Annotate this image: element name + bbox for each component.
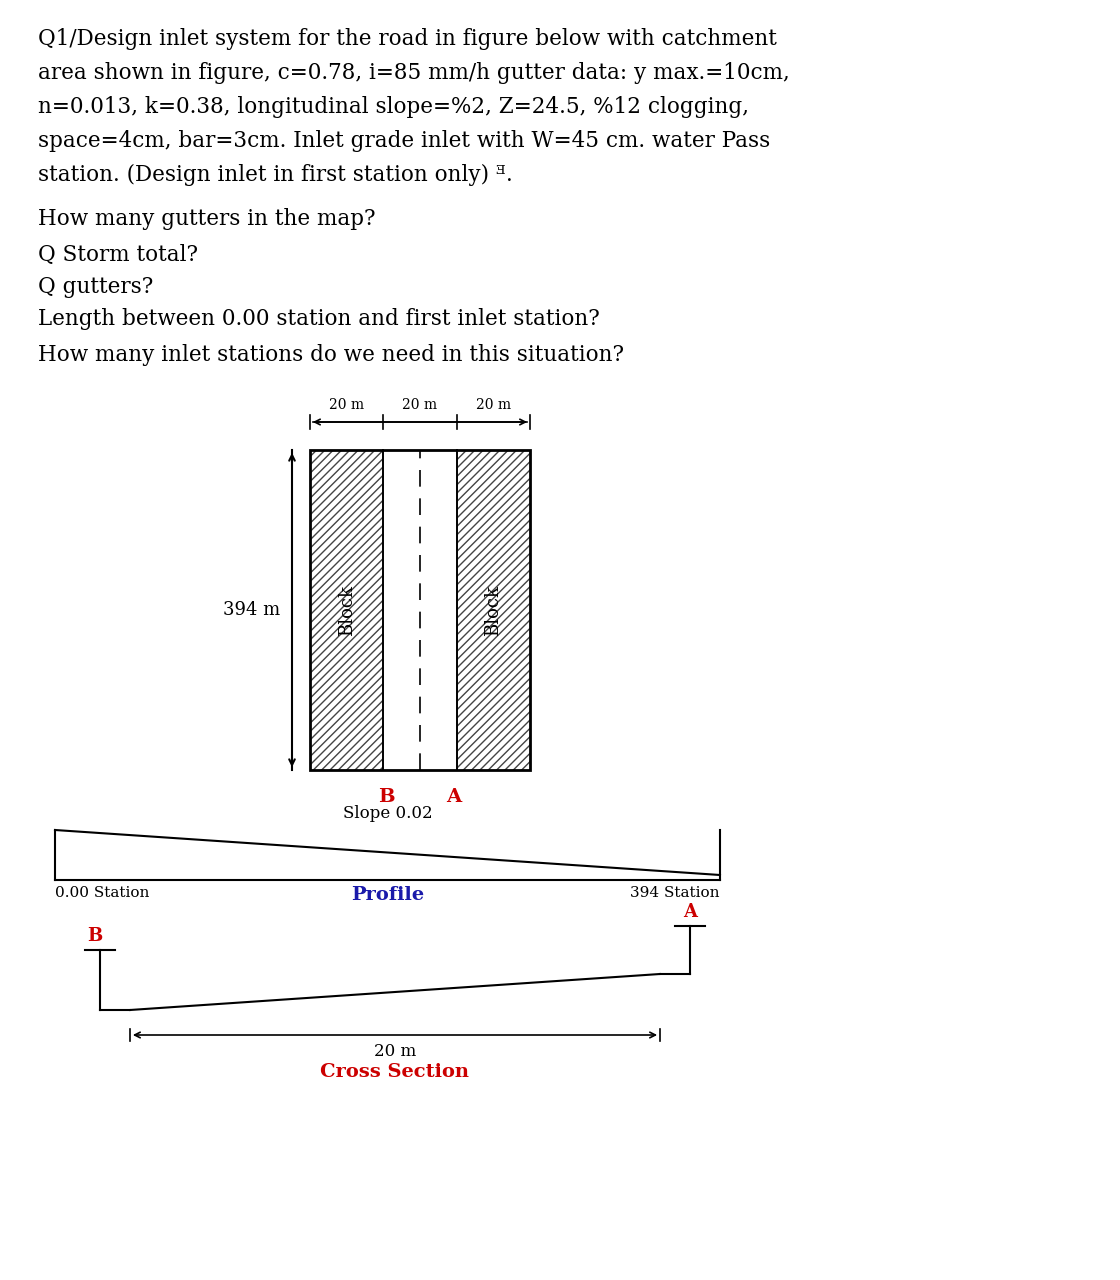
Text: Q Storm total?: Q Storm total?: [38, 244, 198, 266]
Text: 20 m: 20 m: [329, 398, 364, 412]
Text: Length between 0.00 station and first inlet station?: Length between 0.00 station and first in…: [38, 308, 599, 330]
Text: B: B: [379, 788, 394, 806]
Bar: [457, 451, 530, 771]
Text: 394 Station: 394 Station: [631, 886, 720, 900]
Text: Q gutters?: Q gutters?: [38, 276, 153, 298]
Bar: [310, 451, 530, 771]
Text: How many gutters in the map?: How many gutters in the map?: [38, 207, 375, 230]
Text: 20 m: 20 m: [374, 1043, 417, 1060]
Text: n=0.013, k=0.38, longitudinal slope=%2, Z=24.5, %12 clogging,: n=0.013, k=0.38, longitudinal slope=%2, …: [38, 96, 749, 118]
Text: 0.00 Station: 0.00 Station: [55, 886, 149, 900]
Text: space=4cm, bar=3cm. Inlet grade inlet with W=45 cm. water Pass: space=4cm, bar=3cm. Inlet grade inlet wi…: [38, 131, 771, 152]
Text: A: A: [683, 902, 697, 922]
Text: Profile: Profile: [351, 886, 424, 904]
Text: A: A: [446, 788, 461, 806]
Text: Block: Block: [337, 585, 356, 635]
Text: How many inlet stations do we need in this situation?: How many inlet stations do we need in th…: [38, 344, 624, 366]
Text: Q1/Design inlet system for the road in figure below with catchment: Q1/Design inlet system for the road in f…: [38, 28, 777, 50]
Text: 20 m: 20 m: [402, 398, 438, 412]
Bar: [310, 451, 457, 771]
Text: 394 m: 394 m: [223, 602, 280, 620]
Text: 20 m: 20 m: [476, 398, 511, 412]
Text: area shown in figure, c=0.78, i=85 mm/h gutter data: y max.=10cm,: area shown in figure, c=0.78, i=85 mm/h …: [38, 61, 790, 84]
Text: Slope 0.02: Slope 0.02: [343, 805, 432, 822]
Text: Block: Block: [484, 585, 503, 635]
Text: Cross Section: Cross Section: [320, 1062, 469, 1082]
Bar: [383, 451, 457, 771]
Text: B: B: [87, 927, 103, 945]
Text: station. (Design inlet in first station only) ᴲ.: station. (Design inlet in first station …: [38, 164, 513, 186]
